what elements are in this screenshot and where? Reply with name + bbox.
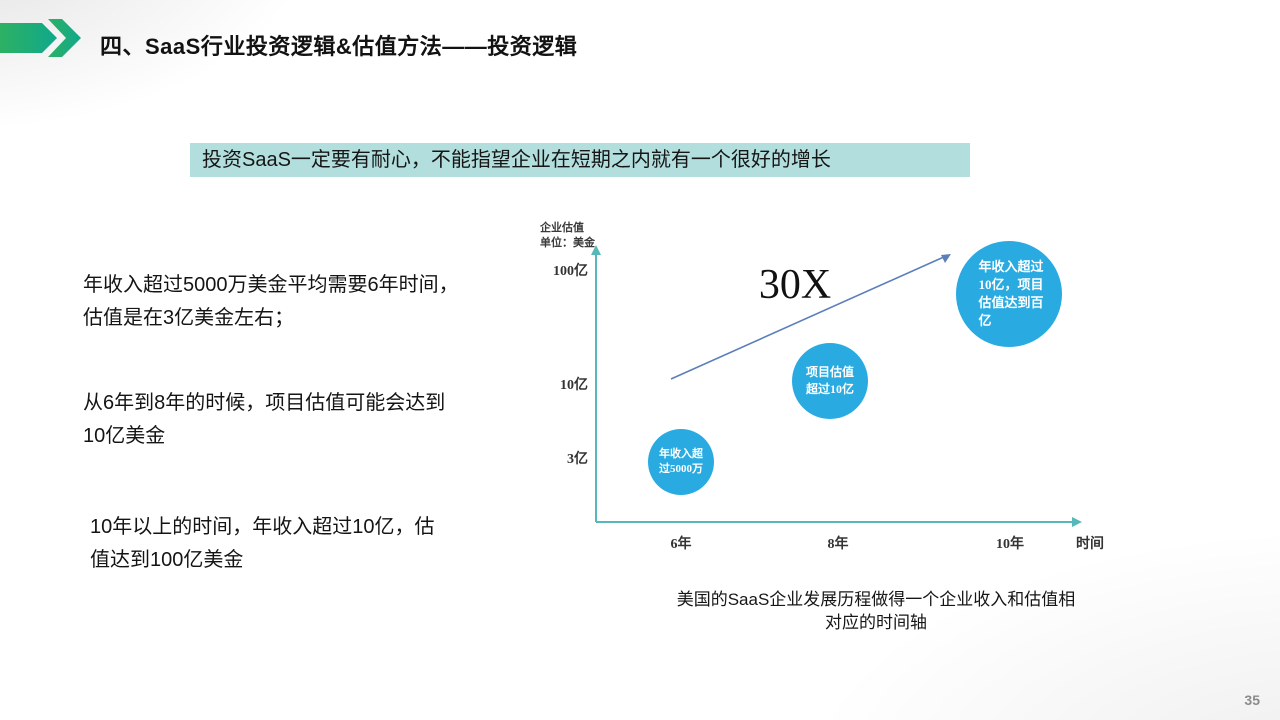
y-tick-3yi: 3亿 <box>567 452 588 467</box>
data-bubble-year8: 项目估值 超过10亿 <box>792 343 868 419</box>
paragraph-3: 10年以上的时间，年收入超过10亿，估 值达到100亿美金 <box>90 516 435 571</box>
data-bubble-year6: 年收入超 过5000万 <box>648 429 714 495</box>
chart-axes <box>591 245 1082 527</box>
data-bubble-year10: 年收入超过 10亿，项目 估值达到百 亿 <box>956 241 1062 347</box>
paragraph-2: 从6年到8年的时候，项目估值可能会达到 10亿美金 <box>83 392 446 447</box>
paragraph-1: 年收入超过5000万美金平均需要6年时间， 估值是在3亿美金左右； <box>83 274 459 329</box>
y-tick-100yi: 100亿 <box>553 264 588 279</box>
x-tick-6year: 6年 <box>670 537 692 552</box>
valuation-timeline-chart: 企业估值 单位：美金 100亿 10亿 3亿 30X 年收入超 过5000万 项… <box>540 215 1140 565</box>
double-chevron-right-icon <box>0 18 92 63</box>
x-tick-10year: 10年 <box>996 537 1024 552</box>
growth-multiple-annotation: 30X <box>758 262 832 308</box>
y-axis-label: 企业估值 单位：美金 <box>540 222 595 249</box>
y-tick-10yi: 10亿 <box>560 378 588 393</box>
highlight-banner: 投资SaaS一定要有耐心，不能指望企业在短期之内就有一个很好的增长 <box>190 143 970 177</box>
chart-caption: 美国的SaaS企业发展历程做得一个企业收入和估值相 对应的时间轴 <box>676 590 1076 632</box>
x-tick-8year: 8年 <box>827 537 849 552</box>
page-title: 四、SaaS行业投资逻辑&估值方法——投资逻辑 <box>100 34 578 59</box>
x-axis-label: 时间 <box>1076 537 1104 552</box>
page-number: 35 <box>1244 692 1260 708</box>
